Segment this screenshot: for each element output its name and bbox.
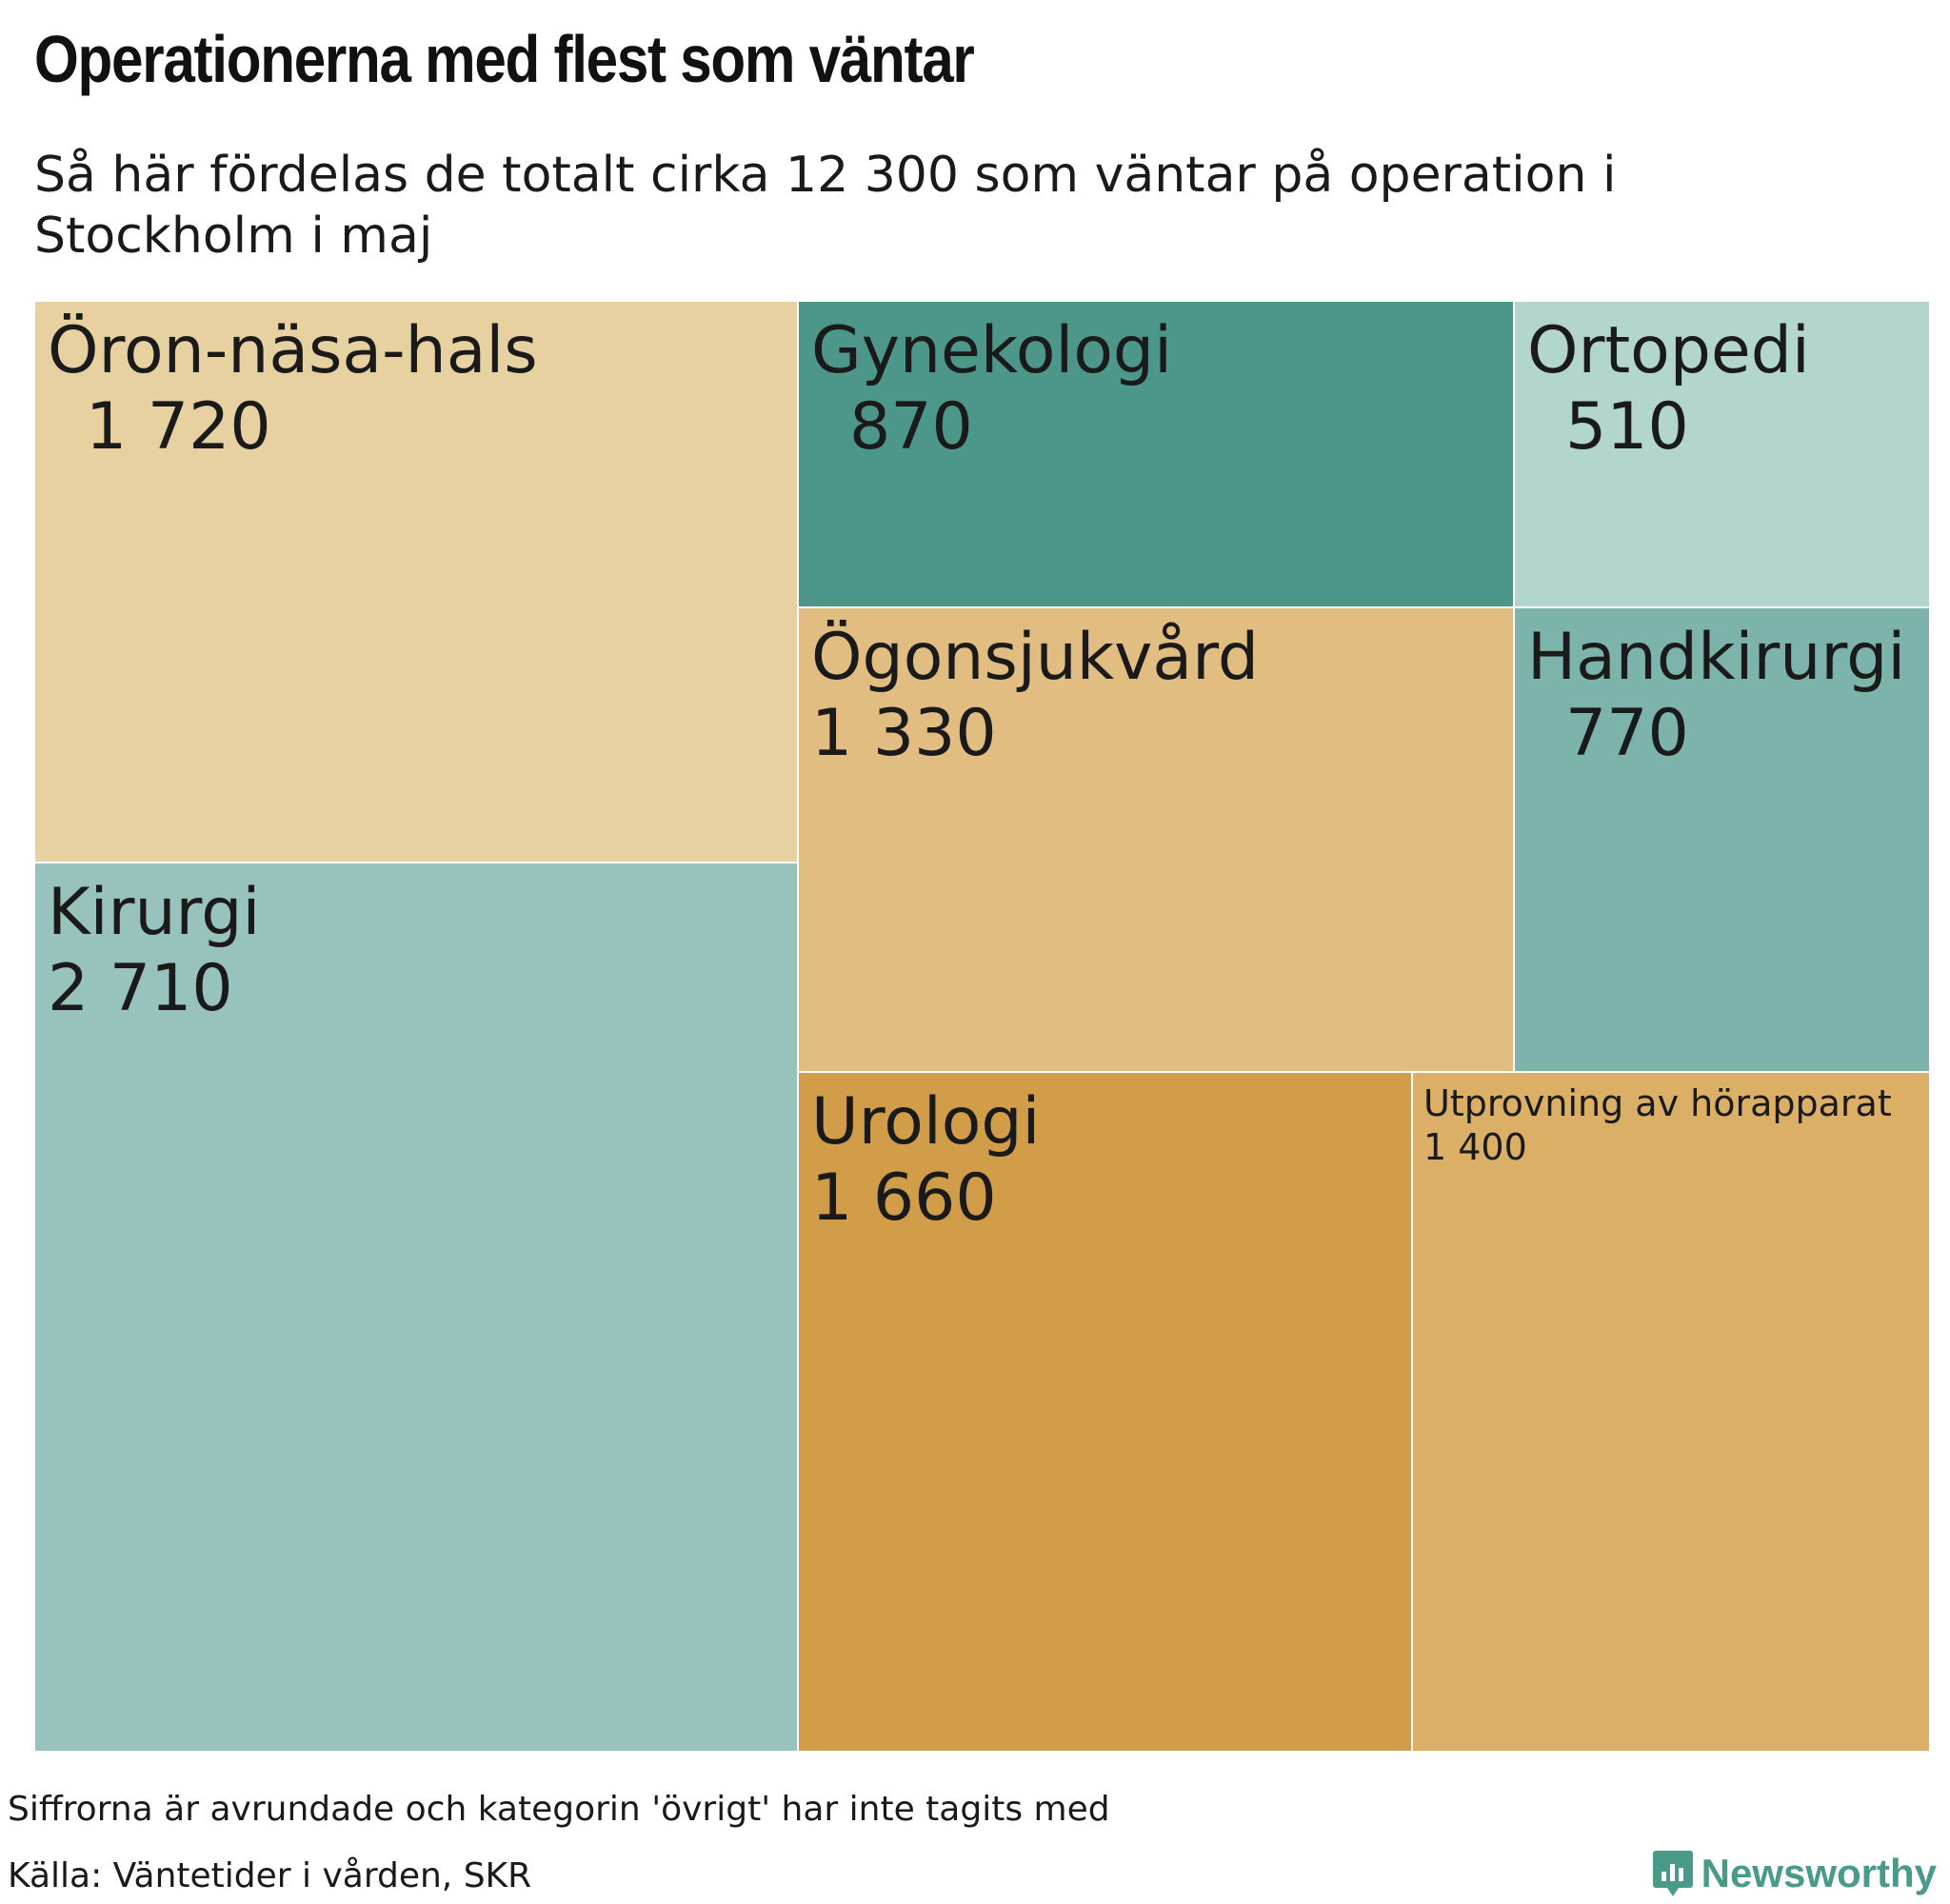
treemap-category-label: Utprovning av hörapparat <box>1423 1082 1892 1124</box>
treemap-rect <box>1411 1071 1931 1753</box>
treemap-category-label: Handkirurgi <box>1527 620 1905 695</box>
newsworthy-logo: Newsworthy <box>1652 1847 1937 1900</box>
treemap-rect <box>1513 606 1931 1073</box>
treemap-value-label: 1 660 <box>811 1160 997 1236</box>
treemap-rect <box>33 862 799 1753</box>
treemap-category-label: Gynekologi <box>811 313 1172 388</box>
treemap-rect <box>797 1071 1413 1753</box>
footnote: Siffrorna är avrundade och kategorin 'öv… <box>8 1790 1110 1829</box>
treemap-value-label: 1 400 <box>1423 1126 1527 1168</box>
chart-subtitle: Så här fördelas de totalt cirka 12 300 s… <box>34 147 1617 265</box>
treemap-value-label: 870 <box>849 389 973 465</box>
bar-chart-bubble-icon <box>1652 1851 1693 1896</box>
treemap-value-label: 1 720 <box>86 389 271 465</box>
treemap-category-label: Ortopedi <box>1527 313 1810 388</box>
treemap-value-label: 1 330 <box>811 696 997 771</box>
treemap-category-label: Kirurgi <box>48 875 260 950</box>
source-credit: Källa: Väntetider i vården, SKR <box>8 1856 532 1895</box>
treemap-category-label: Urologi <box>811 1084 1040 1160</box>
brand-name: Newsworthy <box>1701 1851 1937 1895</box>
treemap-value-label: 770 <box>1565 696 1689 771</box>
chart-title: Operationerna med flest som väntar <box>34 22 975 96</box>
treemap-category-label: Ögonsjukvård <box>811 620 1259 695</box>
treemap-value-label: 510 <box>1565 389 1689 465</box>
treemap-value-label: 2 710 <box>48 951 233 1026</box>
treemap-category-label: Öron-näsa-hals <box>48 313 538 388</box>
treemap-rect <box>797 606 1515 1073</box>
